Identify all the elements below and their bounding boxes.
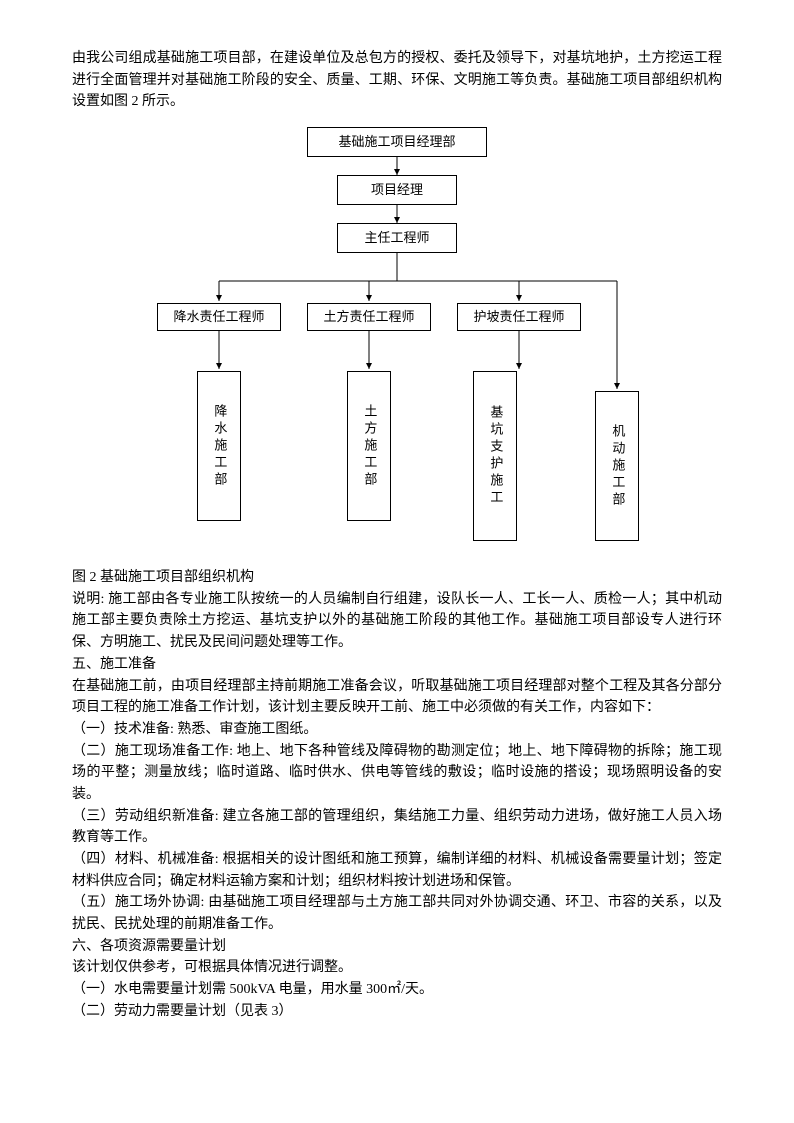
node-root: 基础施工项目经理部 — [307, 127, 487, 157]
node-earthwork-dept: 土方施工部 — [347, 371, 391, 521]
section-5-intro: 在基础施工前，由项目经理部主持前期施工准备会议，听取基础施工项目经理部对整个工程… — [72, 676, 722, 719]
item-5-5: （五）施工场外协调: 由基础施工项目经理部与土方施工部共同对外协调交通、环卫、市… — [72, 892, 722, 935]
node-dewatering-engineer: 降水责任工程师 — [157, 303, 281, 331]
node-mobile-dept: 机动施工部 — [595, 391, 639, 541]
item-5-3: （三）劳动组织新准备: 建立各施工部的管理组织，集结施工力量、组织劳动力进场，做… — [72, 806, 722, 849]
node-dewatering-dept: 降水施工部 — [197, 371, 241, 521]
item-5-4: （四）材料、机械准备: 根据相关的设计图纸和施工预算，编制详细的材料、机械设备需… — [72, 849, 722, 892]
item-5-1: （一）技术准备: 熟悉、审查施工图纸。 — [72, 719, 722, 741]
section-6-heading: 六、各项资源需要量计划 — [72, 936, 722, 958]
item-6-2: （二）劳动力需要量计划（见表 3） — [72, 1001, 722, 1023]
intro-paragraph: 由我公司组成基础施工项目部，在建设单位及总包方的授权、委托及领导下，对基坑地护，… — [72, 48, 722, 113]
node-earthwork-engineer: 土方责任工程师 — [307, 303, 431, 331]
node-slope-engineer: 护坡责任工程师 — [457, 303, 581, 331]
figure-caption: 图 2 基础施工项目部组织机构 — [72, 567, 722, 589]
body-text: 说明: 施工部由各专业施工队按统一的人员编制自行组建，设队长一人、工长一人、质检… — [72, 589, 722, 1023]
node-manager: 项目经理 — [337, 175, 457, 205]
org-chart: 基础施工项目经理部 项目经理 主任工程师 降水责任工程师 土方责任工程师 护坡责… — [137, 127, 657, 557]
node-pit-support-dept: 基坑支护施工 — [473, 371, 517, 541]
item-5-2: （二）施工现场准备工作: 地上、地下各种管线及障碍物的勘测定位；地上、地下障碍物… — [72, 741, 722, 806]
section-6-intro: 该计划仅供参考，可根据具体情况进行调整。 — [72, 957, 722, 979]
explanation-paragraph: 说明: 施工部由各专业施工队按统一的人员编制自行组建，设队长一人、工长一人、质检… — [72, 589, 722, 654]
node-chief-engineer: 主任工程师 — [337, 223, 457, 253]
item-6-1: （一）水电需要量计划需 500kVA 电量，用水量 300㎡/天。 — [72, 979, 722, 1001]
section-5-heading: 五、施工准备 — [72, 654, 722, 676]
